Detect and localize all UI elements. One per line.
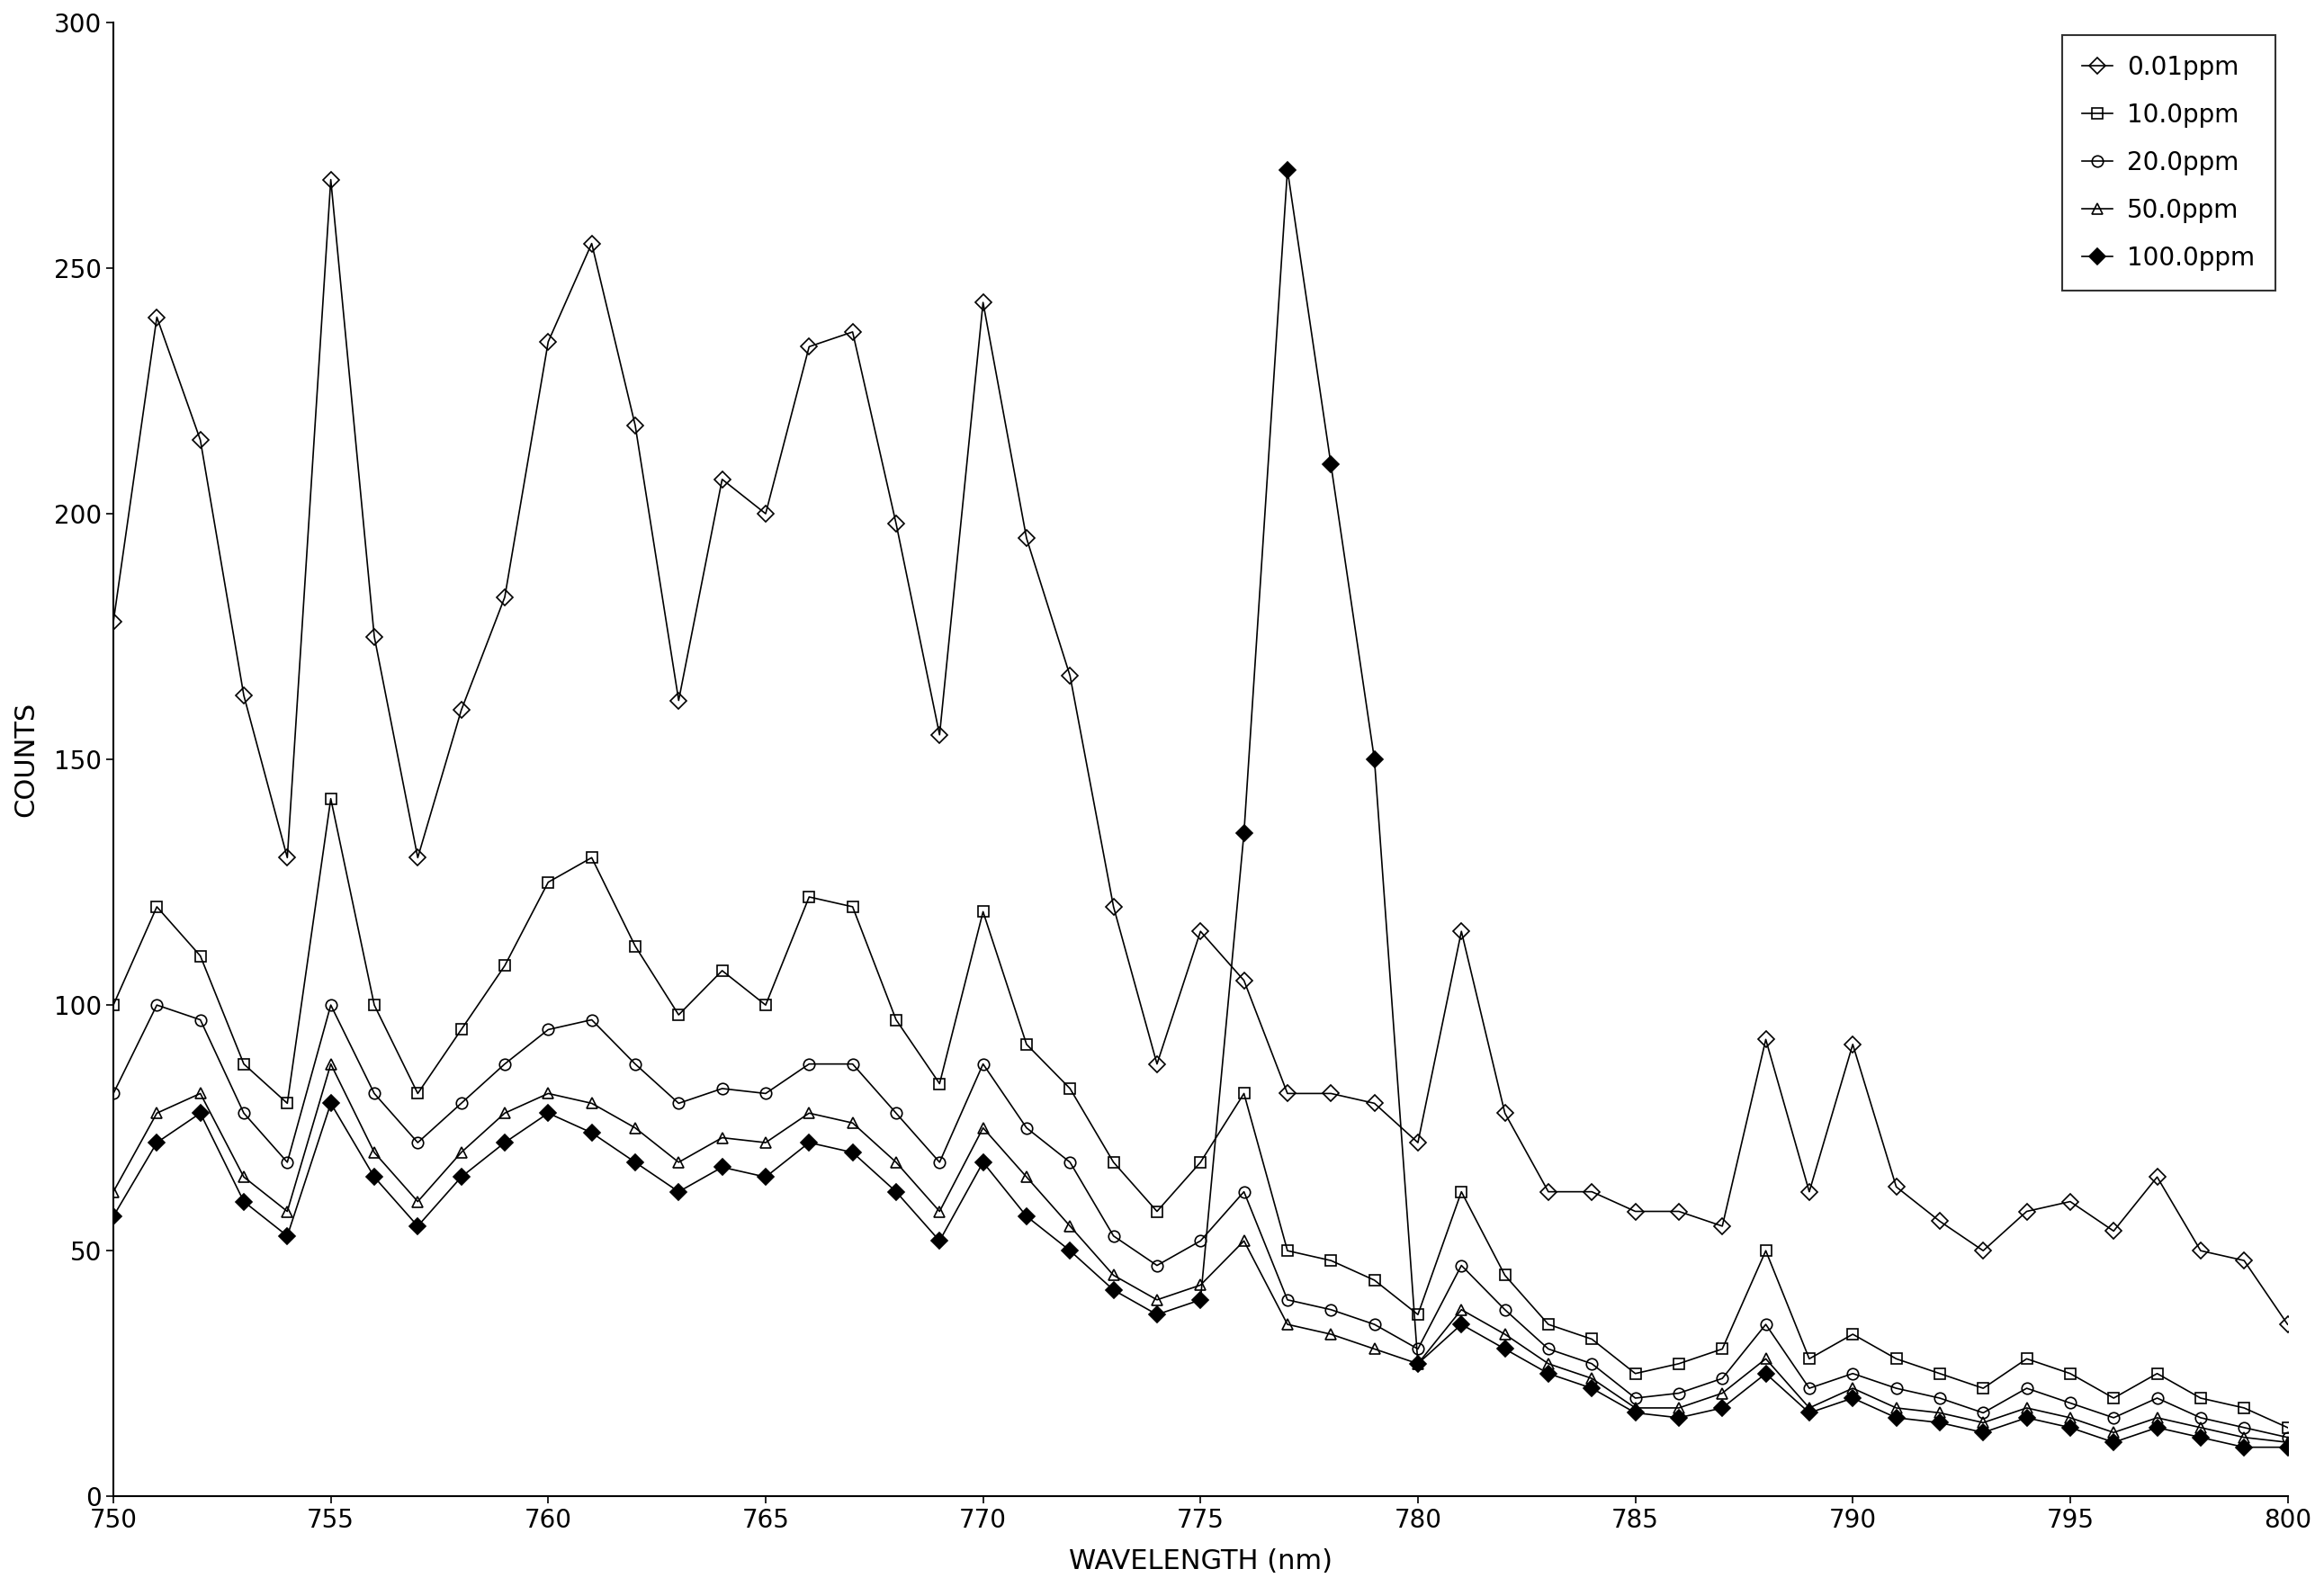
50.0ppm — [316, 1054, 344, 1073]
10.0ppm — [839, 897, 867, 916]
X-axis label: WAVELENGTH (nm): WAVELENGTH (nm) — [1069, 1549, 1332, 1574]
50.0ppm — [795, 1103, 823, 1122]
50.0ppm — [2273, 1433, 2301, 1452]
20.0ppm — [100, 1084, 128, 1103]
Line: 10.0ppm: 10.0ppm — [107, 794, 2294, 1433]
50.0ppm — [1578, 1370, 1606, 1389]
Line: 0.01ppm: 0.01ppm — [107, 175, 2294, 1330]
100.0ppm — [2231, 1438, 2259, 1457]
10.0ppm — [795, 887, 823, 906]
100.0ppm — [1578, 1379, 1606, 1398]
Line: 100.0ppm: 100.0ppm — [107, 163, 2294, 1452]
Line: 20.0ppm: 20.0ppm — [107, 1000, 2294, 1443]
0.01ppm — [621, 416, 648, 435]
Legend: 0.01ppm, 10.0ppm, 20.0ppm, 50.0ppm, 100.0ppm: 0.01ppm, 10.0ppm, 20.0ppm, 50.0ppm, 100.… — [2061, 35, 2275, 290]
100.0ppm — [1274, 160, 1301, 179]
10.0ppm — [100, 995, 128, 1014]
0.01ppm — [2273, 1316, 2301, 1335]
0.01ppm — [316, 170, 344, 189]
0.01ppm — [1578, 1182, 1606, 1201]
20.0ppm — [621, 1054, 648, 1073]
10.0ppm — [621, 936, 648, 955]
Line: 50.0ppm: 50.0ppm — [107, 1059, 2294, 1447]
0.01ppm — [100, 613, 128, 632]
50.0ppm — [2231, 1428, 2259, 1447]
100.0ppm — [1708, 1398, 1736, 1417]
20.0ppm — [2231, 1419, 2259, 1438]
Y-axis label: COUNTS: COUNTS — [12, 701, 40, 817]
20.0ppm — [2273, 1428, 2301, 1447]
0.01ppm — [1708, 1217, 1736, 1236]
50.0ppm — [100, 1182, 128, 1201]
50.0ppm — [621, 1119, 648, 1138]
0.01ppm — [795, 336, 823, 355]
10.0ppm — [2231, 1398, 2259, 1417]
100.0ppm — [579, 1124, 607, 1143]
100.0ppm — [751, 1168, 779, 1187]
20.0ppm — [1578, 1354, 1606, 1373]
20.0ppm — [1708, 1370, 1736, 1389]
10.0ppm — [316, 789, 344, 808]
10.0ppm — [2273, 1419, 2301, 1438]
20.0ppm — [142, 995, 170, 1014]
100.0ppm — [2273, 1438, 2301, 1457]
50.0ppm — [839, 1114, 867, 1133]
100.0ppm — [100, 1206, 128, 1225]
10.0ppm — [1578, 1330, 1606, 1349]
20.0ppm — [795, 1054, 823, 1073]
100.0ppm — [2187, 1428, 2215, 1447]
0.01ppm — [2231, 1251, 2259, 1270]
100.0ppm — [795, 1133, 823, 1152]
50.0ppm — [1708, 1384, 1736, 1403]
0.01ppm — [839, 322, 867, 341]
10.0ppm — [1708, 1339, 1736, 1358]
20.0ppm — [839, 1054, 867, 1073]
